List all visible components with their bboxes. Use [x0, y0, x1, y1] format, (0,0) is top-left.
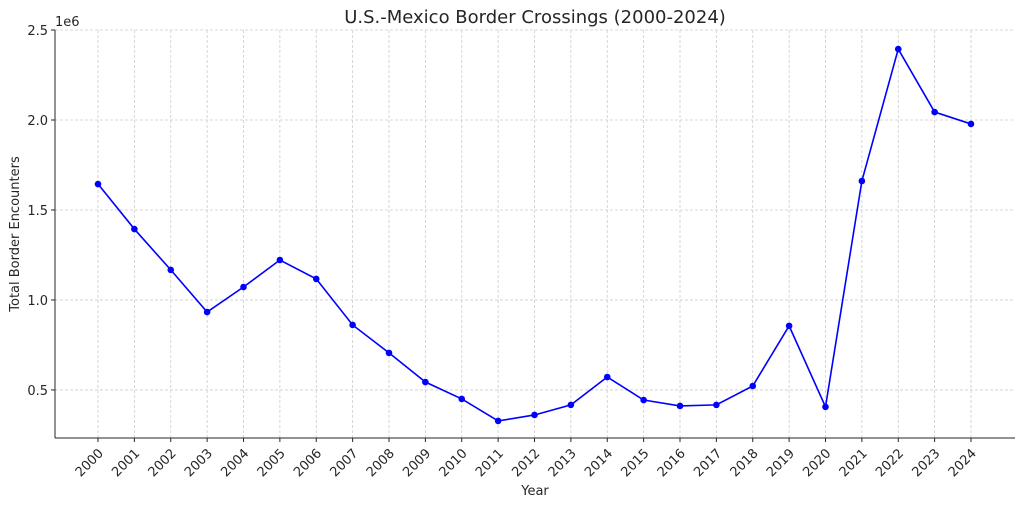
x-tick-label: 2006: [291, 446, 325, 480]
x-tick-label: 2019: [764, 446, 798, 480]
y-tick-label: 0.5: [27, 384, 48, 399]
y-tick-label: 2.5: [27, 24, 48, 39]
chart-title: U.S.-Mexico Border Crossings (2000-2024): [344, 7, 726, 28]
plot-frame: [55, 30, 1015, 438]
x-tick-label: 2018: [728, 446, 762, 480]
x-tick-label: 2010: [437, 446, 471, 480]
x-tick-label: 2014: [582, 446, 616, 480]
data-point-2009: [422, 378, 429, 386]
y-axis-label: Total Border Encounters: [8, 156, 23, 313]
data-point-2024: [967, 120, 975, 128]
x-tick-label: 2008: [364, 446, 398, 480]
data-point-2018: [749, 382, 757, 390]
data-point-2014: [603, 373, 611, 381]
data-point-2017: [713, 401, 720, 409]
data-point-2012: [531, 411, 538, 419]
data-point-2005: [276, 256, 284, 264]
x-tick-label: 2016: [655, 446, 689, 480]
data-point-2008: [385, 349, 393, 357]
data-point-2002: [167, 266, 175, 274]
x-tick-label: 2009: [400, 446, 434, 480]
data-point-2006: [312, 275, 320, 283]
x-tick-label: 2005: [255, 446, 289, 480]
data-point-2010: [458, 395, 466, 403]
x-tick-label: 2024: [946, 446, 980, 480]
x-tick-label: 2017: [691, 446, 725, 480]
x-axis-label: Year: [520, 484, 549, 499]
data-point-2015: [640, 396, 647, 404]
y-tick-label: 2.0: [27, 114, 48, 129]
x-tick-label: 2015: [618, 446, 652, 480]
x-tick-label: 2021: [837, 446, 871, 480]
x-tick-label: 2023: [909, 446, 943, 480]
data-point-2003: [203, 308, 211, 316]
x-tick-label: 2013: [546, 446, 580, 480]
x-tick-label: 2007: [327, 446, 361, 480]
x-tick-label: 2001: [109, 446, 143, 480]
data-point-2007: [349, 321, 356, 329]
x-tick-label: 2011: [473, 446, 507, 480]
data-point-2001: [131, 225, 138, 233]
data-point-2021: [858, 177, 866, 185]
x-tick-label: 2020: [800, 446, 834, 480]
data-point-2020: [822, 403, 829, 411]
x-tick-label: 2002: [146, 446, 180, 480]
x-tick-label: 2012: [509, 446, 543, 480]
data-point-2019: [785, 322, 793, 330]
data-point-2011: [494, 417, 502, 425]
data-point-2000: [94, 180, 102, 188]
x-tick-label: 2004: [218, 446, 252, 480]
y-tick-label: 1.5: [27, 204, 48, 219]
data-point-2022: [894, 45, 902, 53]
data-point-2004: [240, 283, 247, 291]
data-point-2013: [567, 401, 575, 409]
data-point-2023: [931, 108, 938, 116]
x-tick-label: 2003: [182, 446, 216, 480]
x-tick-label: 2000: [73, 446, 107, 480]
y-offset-label: 1e6: [55, 15, 80, 30]
y-tick-label: 1.0: [27, 294, 48, 309]
x-tick-label: 2022: [873, 446, 907, 480]
data-point-2016: [676, 402, 684, 410]
